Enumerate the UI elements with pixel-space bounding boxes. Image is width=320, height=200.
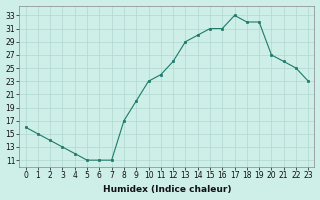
X-axis label: Humidex (Indice chaleur): Humidex (Indice chaleur) <box>103 185 231 194</box>
